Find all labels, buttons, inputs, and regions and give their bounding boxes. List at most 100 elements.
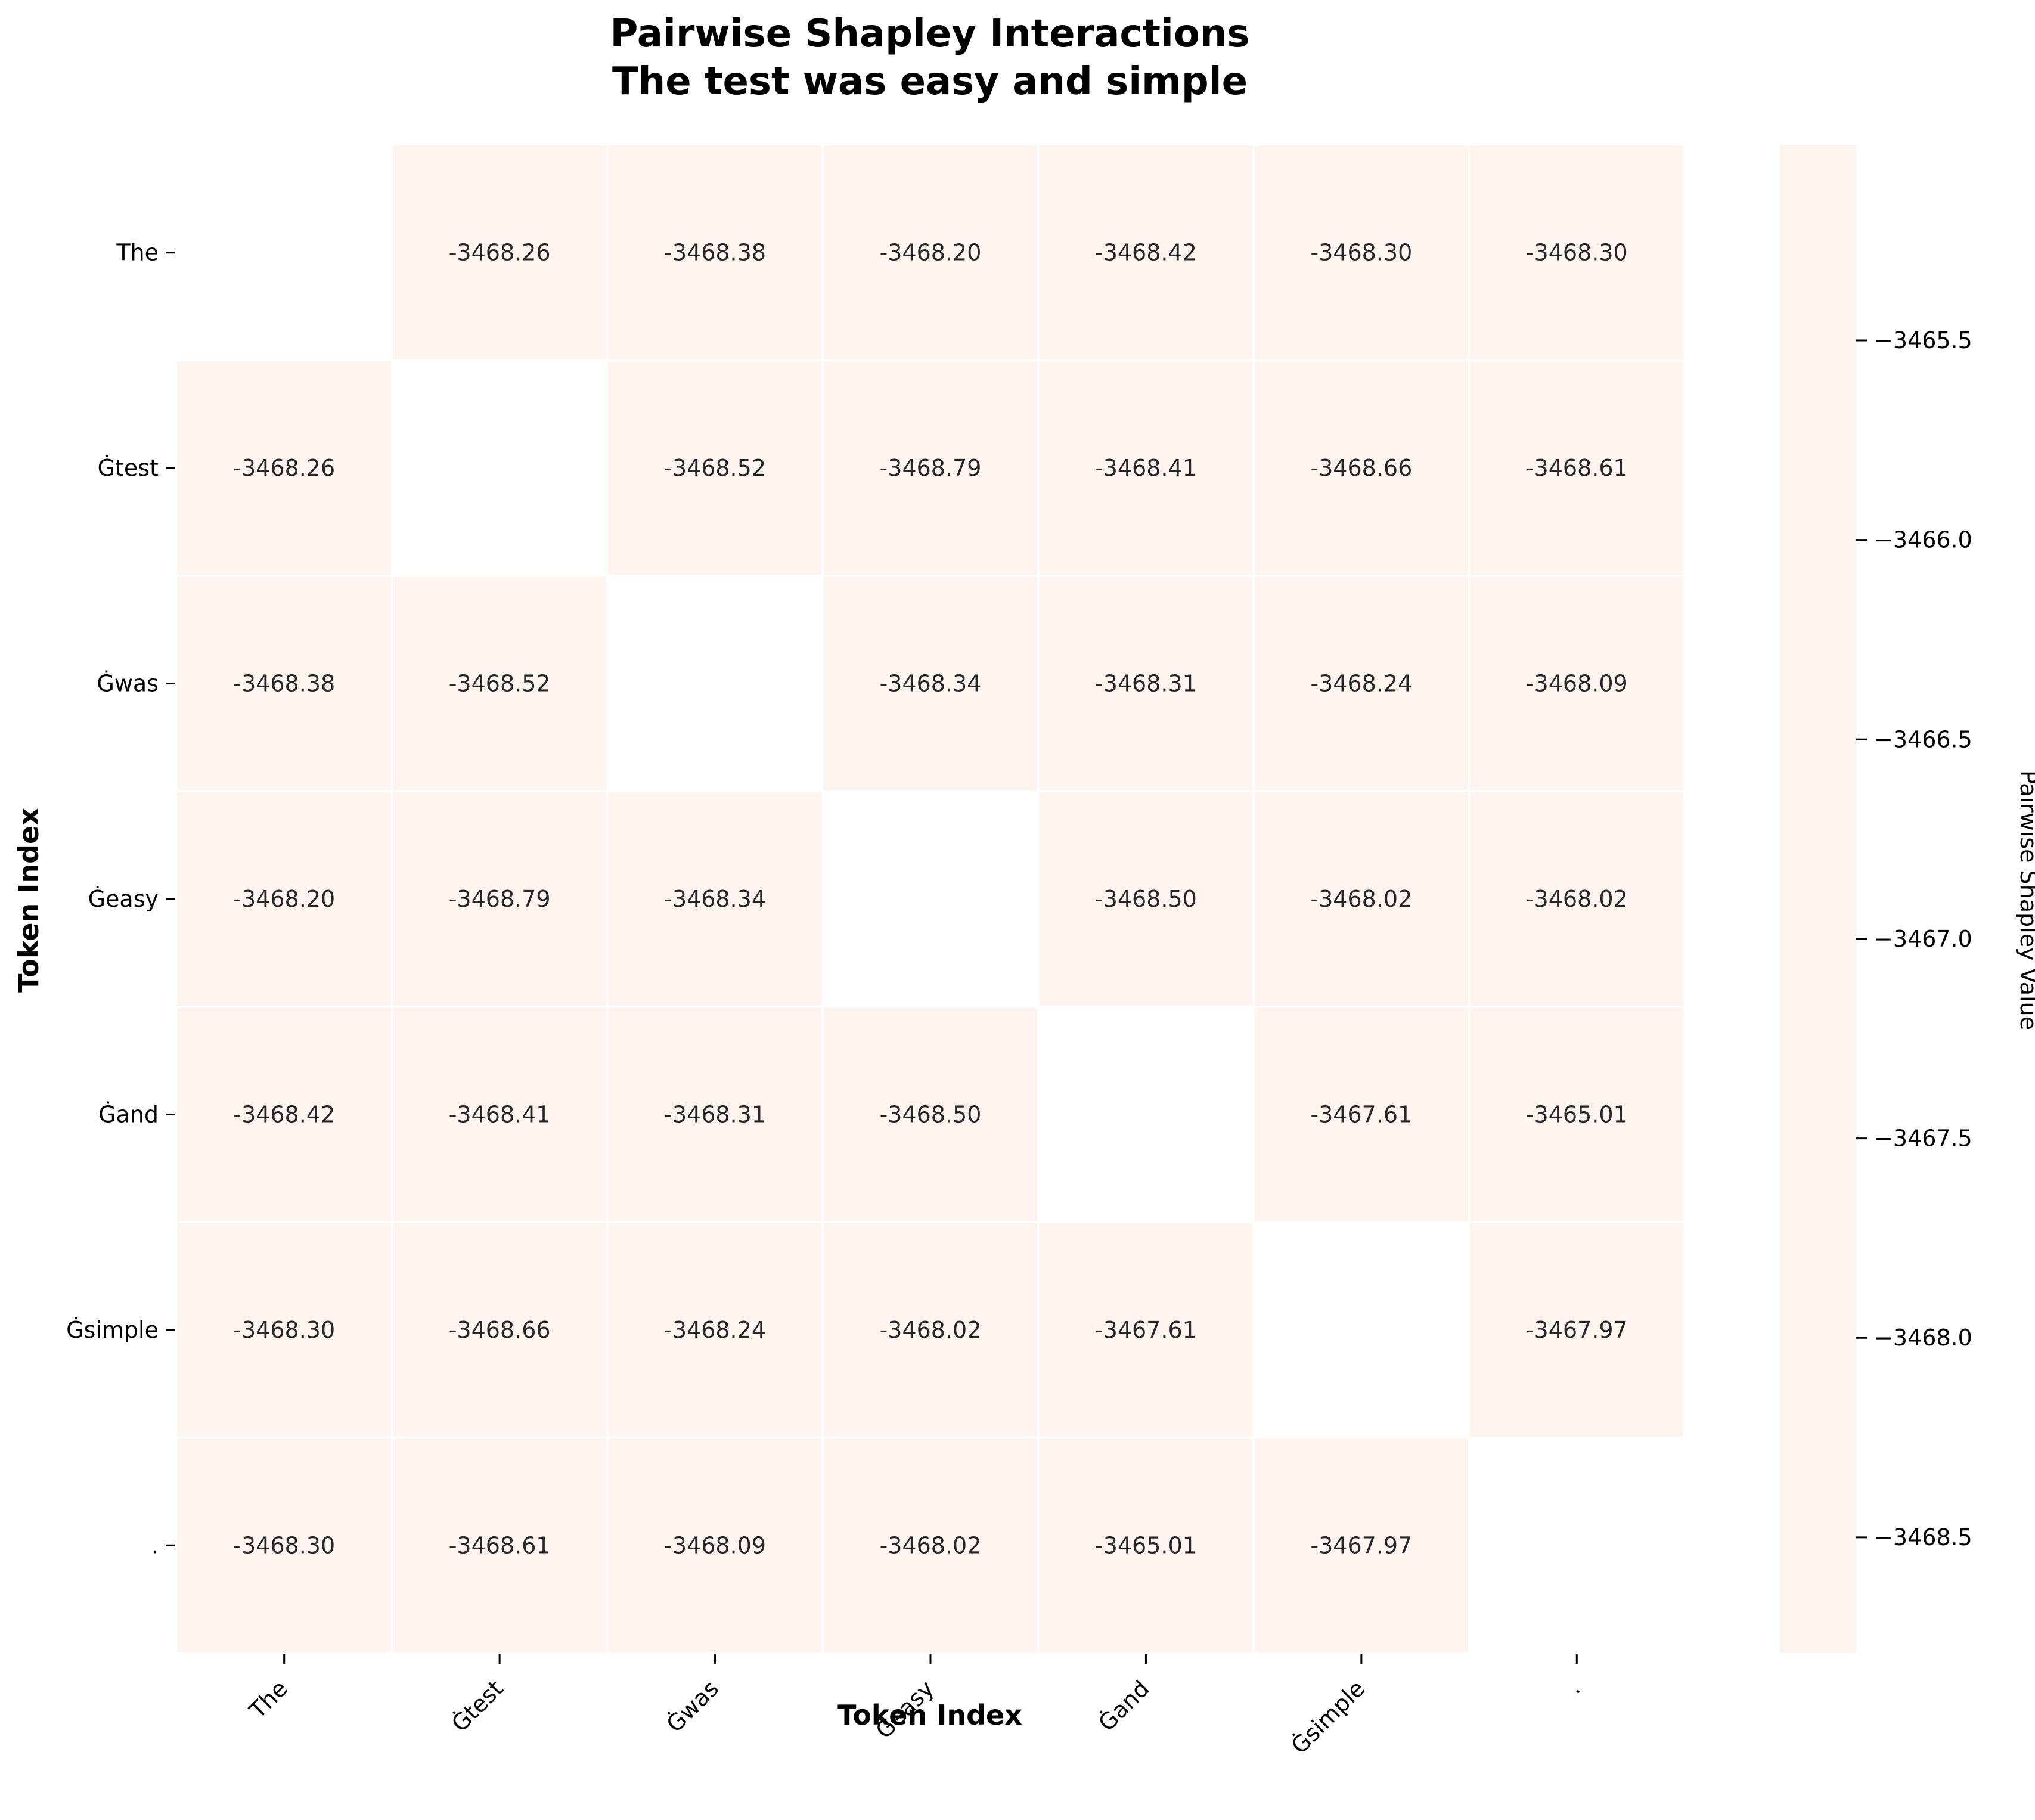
- colorbar-tick-label: −3465.5: [1874, 327, 1972, 354]
- cell-value-label: -3468.50: [1095, 886, 1197, 912]
- heatmap-cell: [175, 1221, 393, 1439]
- x-tick-label: Ġtest: [446, 1675, 508, 1737]
- heatmap-cell: [1252, 575, 1471, 792]
- heatmap-cell-labels: -3468.26 -3468.38 -3468.20 -3468.42 -3468.30…: [233, 240, 1627, 1559]
- cell-value-label: -3468.52: [664, 455, 766, 481]
- x-tick-label: Ġsimple: [1286, 1675, 1370, 1759]
- x-tick-label: The: [244, 1675, 293, 1724]
- cell-value-label: -3468.02: [880, 1532, 982, 1558]
- cell-value-label: -3468.09: [1526, 671, 1628, 697]
- heatmap-cell: [606, 359, 824, 577]
- cell-value-label: -3468.31: [664, 1101, 766, 1127]
- heatmap-cell: [390, 144, 609, 361]
- cell-value-label: -3468.66: [449, 1317, 551, 1343]
- colorbar: −3465.5 −3466.0 −3466.5 −3467.0 −3467.5 −3468…: [1780, 145, 1972, 1653]
- colorbar-tick-label: −3467.5: [1874, 1126, 1972, 1152]
- cell-value-label: -3468.30: [1526, 240, 1628, 266]
- cell-value-label: -3468.42: [233, 1101, 335, 1127]
- heatmap-cell: [175, 1006, 393, 1223]
- heatmap-cell: [821, 144, 1040, 361]
- heatmap-cell: [821, 575, 1040, 792]
- cell-value-label: -3468.30: [1310, 240, 1412, 266]
- cell-value-label: -3468.34: [880, 671, 982, 697]
- heatmap-cell: [390, 1437, 609, 1654]
- cell-value-label: -3468.38: [664, 240, 766, 266]
- cell-value-label: -3468.42: [1095, 240, 1197, 266]
- cell-value-label: -3468.66: [1310, 455, 1412, 481]
- cell-value-label: -3468.09: [664, 1532, 766, 1558]
- cell-value-label: -3468.31: [1095, 671, 1197, 697]
- colorbar-tick-label: −3468.0: [1874, 1325, 1972, 1351]
- cell-value-label: -3468.30: [233, 1532, 335, 1558]
- heatmap-cell: [175, 1437, 393, 1654]
- cell-value-label: -3468.50: [880, 1101, 982, 1127]
- x-tick-label: .: [1562, 1675, 1586, 1699]
- y-tick-label: Ġwas: [97, 671, 159, 697]
- cell-value-label: -3468.20: [880, 240, 982, 266]
- cell-value-label: -3468.26: [233, 455, 335, 481]
- cell-value-label: -3468.52: [449, 671, 551, 697]
- cell-value-label: -3468.79: [880, 455, 982, 481]
- heatmap-cell: [1037, 575, 1255, 792]
- cell-value-label: -3468.34: [664, 886, 766, 912]
- y-tick-label: Ġand: [98, 1101, 159, 1127]
- colorbar-tick-label: −3466.0: [1874, 527, 1972, 553]
- heatmap-cell: [1037, 790, 1255, 1008]
- cell-value-label: -3468.41: [449, 1101, 551, 1127]
- cell-value-label: -3465.01: [1526, 1101, 1628, 1127]
- heatmap-cell: [1037, 144, 1255, 361]
- cell-value-label: -3468.02: [1526, 886, 1628, 912]
- chart-subtitle: The test was easy and simple: [612, 60, 1248, 104]
- cell-value-label: -3467.61: [1095, 1317, 1197, 1343]
- cell-value-label: -3468.30: [233, 1317, 335, 1343]
- y-tick-label: Ġtest: [98, 455, 159, 481]
- cell-value-label: -3468.24: [664, 1317, 766, 1343]
- colorbar-tick-label: −3467.0: [1874, 926, 1972, 952]
- heatmap-cell: [606, 1006, 824, 1223]
- cell-value-label: -3468.26: [449, 240, 551, 266]
- cell-value-label: -3468.38: [233, 671, 335, 697]
- heatmap-cell: [1252, 1006, 1471, 1223]
- chart-title: Pairwise Shapley Interactions: [610, 12, 1250, 56]
- heatmap-cell: [1252, 1437, 1471, 1654]
- heatmap-cell: [390, 575, 609, 792]
- cell-value-label: -3468.24: [1310, 671, 1412, 697]
- colorbar-tick-label: −3466.5: [1874, 726, 1972, 752]
- y-tick-label: Ġeasy: [88, 886, 159, 912]
- cell-value-label: -3467.97: [1526, 1317, 1628, 1343]
- cell-value-label: -3468.02: [1310, 886, 1412, 912]
- heatmap-cell: [390, 790, 609, 1008]
- cell-value-label: -3467.97: [1310, 1532, 1412, 1558]
- heatmap-cell: [821, 1006, 1040, 1223]
- x-tick-label: Ġand: [1093, 1675, 1154, 1736]
- heatmap-cell: [606, 790, 824, 1008]
- cell-value-label: -3468.41: [1095, 455, 1197, 481]
- cell-value-label: -3468.20: [233, 886, 335, 912]
- heatmap-cell: [606, 1437, 824, 1654]
- heatmap-cells: [175, 144, 1686, 1654]
- heatmap-cell: [1468, 1221, 1686, 1439]
- heatmap-cell: [1468, 359, 1686, 577]
- y-axis-label: Token Index: [13, 808, 45, 993]
- heatmap-cell: [175, 575, 393, 792]
- heatmap-cell: [1468, 144, 1686, 361]
- heatmap-cell: [1037, 1221, 1255, 1439]
- cell-value-label: -3468.61: [1526, 455, 1628, 481]
- heatmap-cell: [1468, 1006, 1686, 1223]
- colorbar-tick-label: −3468.5: [1874, 1524, 1972, 1551]
- cell-value-label: -3468.02: [880, 1317, 982, 1343]
- heatmap-cell: [1468, 790, 1686, 1008]
- heatmap-cell: [606, 144, 824, 361]
- heatmap-cell: [1037, 359, 1255, 577]
- y-tick-label: .: [151, 1532, 159, 1558]
- heatmap-cell: [1252, 144, 1471, 361]
- y-axis-ticks: The Ġtest Ġwas Ġeasy Ġand Ġsimple.: [66, 240, 175, 1558]
- heatmap-cell: [175, 790, 393, 1008]
- cell-value-label: -3465.01: [1095, 1532, 1197, 1558]
- y-tick-label: The: [116, 240, 159, 266]
- heatmap-cell: [1252, 790, 1471, 1008]
- cell-value-label: -3468.61: [449, 1532, 551, 1558]
- colorbar-label: Pairwise Shapley Value: [2015, 770, 2035, 1030]
- y-tick-label: Ġsimple: [66, 1317, 159, 1343]
